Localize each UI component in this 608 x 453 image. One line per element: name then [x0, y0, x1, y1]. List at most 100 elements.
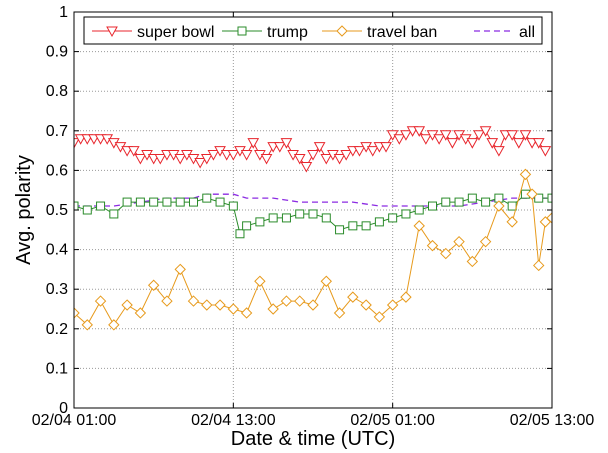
data-point-trump: [109, 209, 119, 219]
data-point-trump: [149, 197, 159, 207]
data-point-super-bowl: [486, 138, 499, 149]
data-point-trump: [401, 209, 411, 219]
data-point-super-bowl: [247, 138, 260, 149]
data-point-trump: [388, 213, 398, 223]
legend-marker-trump: [237, 26, 247, 36]
data-point-travel-ban: [254, 275, 266, 287]
data-point-super-bowl: [227, 150, 240, 161]
legend-label-travel-ban: travel ban: [367, 24, 437, 41]
data-point-travel-ban: [526, 188, 538, 200]
data-point-travel-ban: [280, 295, 293, 307]
data-point-travel-ban: [267, 303, 279, 315]
data-point-travel-ban: [466, 255, 479, 268]
x-axis-title: Date & time (UTC): [231, 428, 395, 450]
data-point-travel-ban: [320, 275, 332, 287]
data-point-super-bowl: [353, 146, 366, 157]
data-point-travel-ban: [506, 216, 518, 228]
data-point-travel-ban: [227, 303, 240, 315]
data-point-super-bowl: [519, 130, 532, 141]
data-point-trump: [202, 193, 212, 203]
data-point-travel-ban: [174, 263, 186, 276]
data-point-travel-ban: [533, 259, 545, 272]
y-tick-label: 0.4: [46, 242, 68, 259]
legend-box: [83, 16, 543, 45]
data-point-super-bowl: [340, 150, 353, 161]
data-point-travel-ban: [546, 212, 552, 224]
data-point-trump: [215, 197, 225, 207]
data-point-trump: [308, 209, 318, 219]
data-point-super-bowl: [134, 154, 147, 165]
data-point-trump: [135, 197, 145, 207]
data-point-travel-ban: [121, 299, 133, 311]
y-tick-label: 0.3: [46, 281, 68, 298]
data-point-travel-ban: [400, 291, 412, 303]
data-point-super-bowl: [506, 130, 519, 141]
data-point-travel-ban: [147, 279, 160, 291]
data-point-travel-ban: [479, 235, 492, 248]
data-point-trump: [162, 197, 172, 207]
legend-marker-travel-ban: [336, 25, 348, 37]
data-point-trump: [348, 221, 358, 231]
data-point-super-bowl: [307, 150, 319, 161]
data-point-travel-ban: [201, 299, 213, 311]
data-point-super-bowl: [207, 150, 220, 161]
y-tick-label: 0: [59, 400, 68, 417]
data-point-trump: [96, 201, 106, 211]
data-point-travel-ban: [134, 307, 147, 319]
data-point-super-bowl: [512, 138, 525, 149]
data-point-super-bowl: [473, 130, 485, 141]
data-point-travel-ban: [240, 307, 253, 319]
data-point-super-bowl: [366, 146, 379, 157]
data-point-travel-ban: [108, 319, 120, 331]
legend-label-trump: trump: [267, 24, 308, 41]
data-point-trump: [255, 217, 265, 227]
data-point-super-bowl: [413, 126, 426, 137]
data-point-super-bowl: [280, 138, 293, 149]
series-travel-ban: [74, 168, 552, 331]
y-tick-label: 0.5: [46, 202, 68, 219]
data-point-trump: [481, 197, 491, 207]
data-point-super-bowl: [380, 142, 392, 153]
data-point-trump: [82, 205, 92, 215]
data-point-travel-ban: [74, 307, 80, 319]
data-point-super-bowl: [433, 134, 445, 145]
x-tick-label: 02/05 13:00: [510, 412, 595, 429]
data-point-travel-ban: [453, 235, 465, 248]
data-point-travel-ban: [333, 307, 346, 319]
legend: super bowl trump travel ban all: [83, 16, 543, 45]
data-point-super-bowl: [127, 146, 140, 157]
series-trump: [74, 189, 552, 239]
data-point-trump: [74, 201, 79, 211]
x-tick-label: 02/04 13:00: [191, 412, 276, 429]
data-point-super-bowl: [333, 154, 346, 165]
data-point-super-bowl: [154, 154, 167, 165]
data-point-super-bowl: [532, 138, 545, 149]
data-point-super-bowl: [400, 130, 412, 141]
data-point-trump: [228, 201, 238, 211]
y-tick-label: 0.7: [46, 123, 68, 140]
data-point-trump: [175, 197, 185, 207]
data-point-travel-ban: [440, 247, 452, 260]
data-point-trump: [295, 209, 305, 219]
data-point-super-bowl: [493, 146, 505, 157]
series-super-bowl: [74, 126, 552, 173]
data-point-trump: [441, 197, 451, 207]
data-point-trump: [242, 221, 252, 231]
data-point-travel-ban: [413, 220, 425, 232]
data-point-trump: [534, 193, 544, 203]
data-point-trump: [321, 213, 331, 223]
data-point-trump: [335, 225, 345, 235]
data-point-super-bowl: [240, 150, 253, 161]
data-point-trump: [361, 221, 371, 231]
data-point-super-bowl: [293, 154, 306, 165]
legend-label-super-bowl: super bowl: [137, 24, 214, 41]
y-tick-label: 0.2: [46, 321, 68, 338]
data-point-super-bowl: [320, 154, 333, 165]
data-point-travel-ban: [214, 299, 226, 311]
y-tick-label: 0.1: [46, 360, 68, 377]
data-point-trump: [414, 205, 424, 215]
data-point-travel-ban: [307, 299, 319, 311]
data-point-trump: [281, 213, 291, 223]
